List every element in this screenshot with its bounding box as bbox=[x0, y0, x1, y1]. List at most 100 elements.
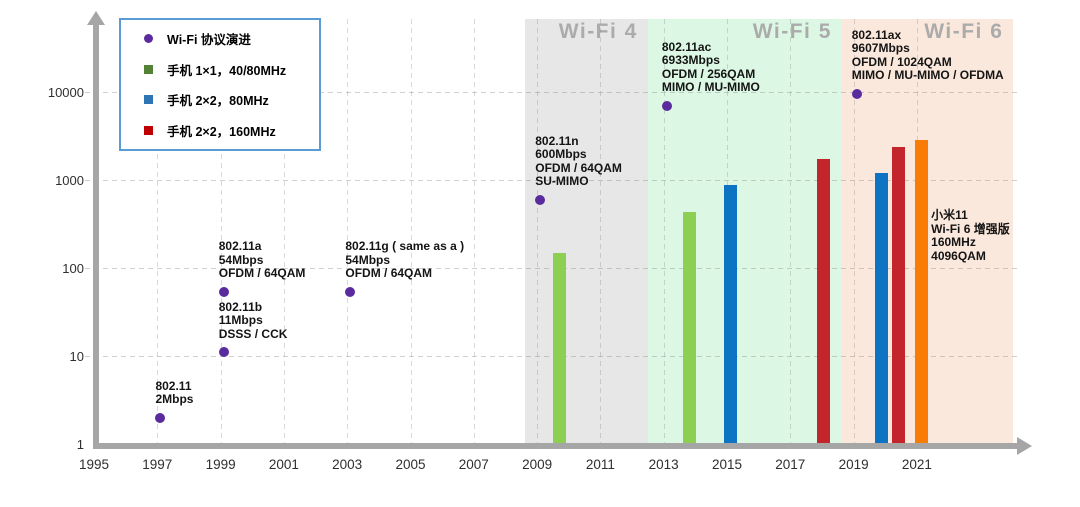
label-line: OFDM / 256QAM bbox=[661, 66, 756, 81]
label-line: 600Mbps bbox=[535, 147, 587, 162]
protocol-label-802.11ax: 802.11ax 9607Mbps OFDM / 1024QAM MIMO / MU-… bbox=[851, 27, 1004, 83]
x-tick-label: 2015 bbox=[711, 457, 743, 472]
label-line: 802.11b bbox=[218, 299, 263, 314]
protocol-point-802.11b bbox=[218, 347, 229, 358]
phone-bar-red-1733mbps bbox=[817, 158, 831, 443]
protocol-point-802.11 bbox=[155, 412, 166, 423]
y-tick-label: 1000 bbox=[55, 173, 84, 188]
label-line: Wi-Fi 6 增强版 bbox=[931, 221, 1010, 236]
protocol-label-802.11n: 802.11n 600Mbps OFDM / 64QAM SU-MIMO bbox=[535, 133, 622, 189]
phone-bar-red-2402mbps bbox=[892, 146, 906, 443]
label-line: 54Mbps bbox=[218, 252, 264, 267]
x-tick-label: 2019 bbox=[838, 457, 869, 472]
label-line: 9607Mbps bbox=[851, 41, 910, 56]
annotation-xiaomi11: 小米11 Wi-Fi 6 增强版 160MHz 4096QAM bbox=[931, 209, 1010, 263]
protocol-label-802.11ac: 802.11ac 6933Mbps OFDM / 256QAM MIMO / MU-M… bbox=[661, 39, 760, 95]
x-gridline bbox=[537, 19, 539, 443]
label-line: 802.11 bbox=[155, 378, 192, 393]
label-line: OFDM / 1024QAM bbox=[851, 54, 952, 69]
protocol-point-802.11a bbox=[218, 286, 229, 297]
label-line: DSSS / CCK bbox=[218, 326, 288, 341]
band-label: Wi-Fi 5 bbox=[752, 20, 832, 43]
wifi-band-wi-fi-5: Wi-Fi 5 bbox=[647, 19, 842, 443]
y-gridline bbox=[85, 356, 1018, 357]
label-line: MIMO / MU-MIMO / OFDMA bbox=[851, 68, 1004, 83]
x-tick-label: 2013 bbox=[648, 457, 679, 472]
protocol-point-802.11n bbox=[535, 194, 546, 205]
label-line: OFDM / 64QAM bbox=[218, 266, 306, 281]
label-line: OFDM / 64QAM bbox=[345, 266, 433, 281]
protocol-label-802.11g: 802.11g ( same as a ) 54Mbps OFDM / 64QAM bbox=[345, 240, 464, 281]
y-tick-label: 10000 bbox=[47, 85, 84, 100]
green-square-icon bbox=[144, 64, 153, 74]
label-line: 小米11 bbox=[931, 208, 968, 223]
protocol-point-802.11ax bbox=[851, 88, 862, 99]
x-tick-label: 2009 bbox=[522, 457, 553, 472]
blue-square-icon bbox=[144, 95, 153, 105]
x-gridline bbox=[790, 19, 792, 443]
x-axis-line bbox=[93, 443, 1020, 449]
y-tick-label: 1 bbox=[76, 437, 84, 452]
x-gridline bbox=[347, 19, 349, 443]
x-tick-label: 2007 bbox=[458, 457, 489, 472]
purple-dot-icon bbox=[144, 33, 153, 43]
wifi-band-wi-fi-4: Wi-Fi 4 bbox=[525, 19, 648, 443]
y-tick-label: 10 bbox=[69, 349, 84, 364]
legend-label: 手机 2×2，80MHz bbox=[167, 94, 269, 109]
x-tick-label: 1997 bbox=[142, 457, 173, 472]
label-line: 802.11ax bbox=[851, 27, 902, 42]
phone-bar-blue-1201mbps bbox=[874, 173, 888, 443]
x-axis-arrow-icon bbox=[1017, 437, 1032, 455]
label-line: 4096QAM bbox=[931, 248, 986, 263]
y-axis-arrow-icon bbox=[87, 11, 105, 25]
y-gridline bbox=[85, 92, 1018, 93]
label-line: 802.11n bbox=[535, 133, 579, 148]
x-gridline bbox=[283, 19, 285, 443]
x-gridline bbox=[157, 19, 159, 443]
label-line: 802.11ac bbox=[661, 39, 712, 54]
red-square-icon bbox=[144, 126, 153, 136]
y-gridline bbox=[85, 268, 1018, 269]
phone-bar-orange-2882mbps bbox=[915, 139, 929, 443]
x-tick-label: 2001 bbox=[268, 457, 299, 472]
legend-item-phone-2x2-80: 手机 2×2，80MHz bbox=[144, 90, 319, 109]
y-tick-label: 100 bbox=[62, 261, 84, 276]
label-line: SU-MIMO bbox=[535, 174, 589, 189]
x-tick-label: 2021 bbox=[901, 457, 932, 472]
phone-bar-blue-866mbps bbox=[724, 185, 738, 443]
x-tick-label: 2017 bbox=[775, 457, 806, 472]
protocol-label-802.11a: 802.11a 54Mbps OFDM / 64QAM bbox=[219, 240, 306, 281]
label-line: OFDM / 64QAM bbox=[535, 160, 622, 175]
label-line: 11Mbps bbox=[218, 313, 263, 328]
x-gridline bbox=[410, 19, 412, 443]
label-line: 802.11a bbox=[218, 239, 262, 254]
x-gridline bbox=[220, 19, 222, 443]
phone-bar-green-150mbps bbox=[553, 252, 567, 443]
band-label: Wi-Fi 4 bbox=[558, 20, 638, 43]
protocol-label-802.11: 802.11 2Mbps bbox=[155, 378, 194, 407]
legend-item-protocol: Wi-Fi 协议演进 bbox=[144, 29, 319, 48]
y-axis-line bbox=[93, 24, 99, 448]
x-tick-label: 2003 bbox=[332, 457, 363, 472]
x-gridline bbox=[600, 19, 602, 443]
label-line: 802.11g ( same as a ) bbox=[345, 239, 465, 254]
protocol-point-802.11ac bbox=[661, 100, 672, 111]
legend-label: Wi-Fi 协议演进 bbox=[167, 32, 251, 47]
legend-label: 手机 1×1，40/80MHz bbox=[167, 63, 287, 78]
legend-label: 手机 2×2，160MHz bbox=[167, 125, 276, 140]
protocol-label-802.11b: 802.11b 11Mbps DSSS / CCK bbox=[218, 299, 288, 342]
x-tick-label: 2005 bbox=[395, 457, 426, 472]
x-gridline bbox=[853, 19, 855, 443]
legend-item-phone-2x2-160: 手机 2×2，160MHz bbox=[144, 121, 319, 140]
legend-item-phone-1x1: 手机 1×1，40/80MHz bbox=[144, 60, 319, 79]
x-tick-label: 1999 bbox=[205, 457, 236, 472]
label-line: MIMO / MU-MIMO bbox=[661, 80, 760, 95]
y-gridline bbox=[85, 180, 1018, 181]
label-line: 2Mbps bbox=[155, 392, 194, 406]
label-line: 6933Mbps bbox=[661, 53, 720, 68]
phone-bar-green-433mbps bbox=[682, 211, 696, 443]
x-gridline bbox=[473, 19, 475, 443]
legend: Wi-Fi 协议演进 手机 1×1，40/80MHz 手机 2×2，80MHz … bbox=[119, 18, 321, 151]
band-label: Wi-Fi 6 bbox=[924, 20, 1004, 43]
x-gridline bbox=[663, 19, 665, 443]
